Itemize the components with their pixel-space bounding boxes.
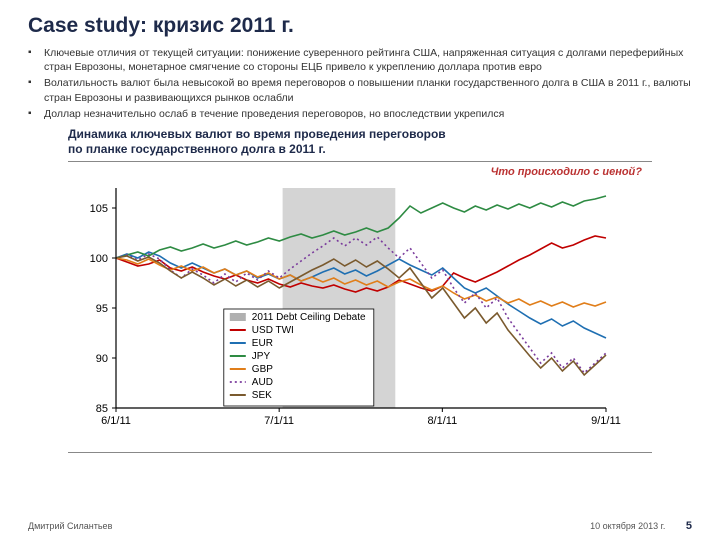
- svg-text:8/1/11: 8/1/11: [427, 415, 457, 427]
- svg-text:9/1/11: 9/1/11: [591, 415, 621, 427]
- svg-text:6/1/11: 6/1/11: [101, 415, 131, 427]
- chart-title: Динамика ключевых валют во время проведе…: [68, 127, 692, 157]
- svg-text:USD TWI: USD TWI: [252, 325, 294, 336]
- bullet-1: Ключевые отличия от текущей ситуации: по…: [28, 46, 692, 74]
- currency-chart: 85 90 95 100 105 6/1/11 7/1/11 8/1/11 9/1/11 2011…: [68, 178, 652, 448]
- bullet-3: Доллар незначительно ослаб в течение про…: [28, 107, 692, 121]
- annotation-question: Что происходило с иеной?: [28, 166, 642, 178]
- footer-page: 5: [686, 520, 692, 532]
- svg-text:JPY: JPY: [252, 351, 271, 362]
- bullet-list: Ключевые отличия от текущей ситуации: по…: [28, 46, 692, 121]
- svg-text:AUD: AUD: [252, 377, 273, 388]
- svg-text:EUR: EUR: [252, 338, 273, 349]
- svg-text:90: 90: [96, 353, 108, 365]
- svg-text:7/1/11: 7/1/11: [264, 415, 294, 427]
- footer: Дмитрий Силантьев 10 октября 2013 г. 5: [28, 520, 692, 532]
- chart-title-line1: Динамика ключевых валют во время проведе…: [68, 127, 446, 141]
- svg-text:GBP: GBP: [252, 364, 273, 375]
- footer-author: Дмитрий Силантьев: [28, 521, 112, 531]
- page-title: Case study: кризис 2011 г.: [28, 14, 692, 38]
- svg-text:2011 Debt Ceiling Debate: 2011 Debt Ceiling Debate: [252, 312, 366, 323]
- footer-date: 10 октября 2013 г.: [590, 521, 665, 531]
- svg-text:SEK: SEK: [252, 390, 272, 401]
- divider-top: [68, 161, 652, 162]
- chart-title-line2: по планке государственного долга в 2011 …: [68, 142, 326, 156]
- svg-text:95: 95: [96, 303, 108, 315]
- bullet-2: Волатильность валют была невысокой во вр…: [28, 76, 692, 104]
- divider-bottom: [68, 452, 652, 453]
- svg-text:100: 100: [90, 253, 108, 265]
- svg-text:85: 85: [96, 403, 108, 415]
- svg-text:105: 105: [90, 203, 108, 215]
